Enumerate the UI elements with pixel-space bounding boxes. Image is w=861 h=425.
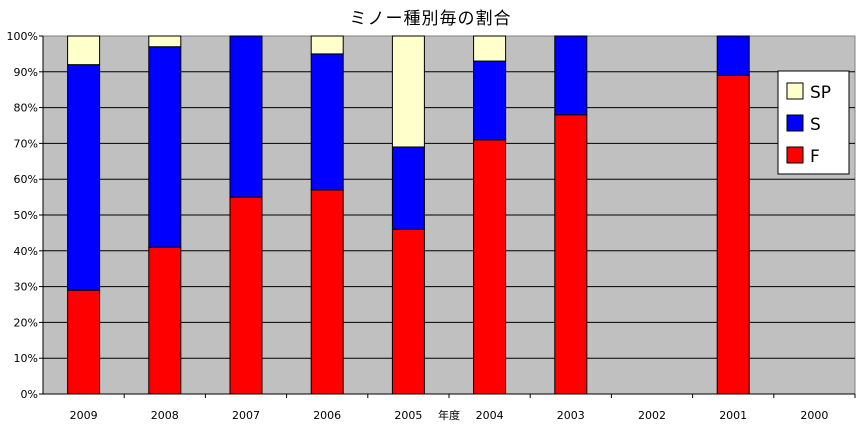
y-tick-label: 20% bbox=[14, 316, 38, 329]
bar-segment-s-2009 bbox=[67, 64, 101, 291]
x-tick-label: 2007 bbox=[232, 409, 260, 422]
x-tick-label: 2006 bbox=[313, 409, 341, 422]
x-tick-label: 2009 bbox=[70, 409, 98, 422]
x-tick-label: 2005 bbox=[394, 409, 422, 422]
bars-group bbox=[67, 35, 750, 395]
y-tick-label: 40% bbox=[14, 245, 38, 258]
bar-segment-f-2004 bbox=[473, 139, 507, 395]
bar-segment-f-2006 bbox=[310, 189, 344, 395]
x-axis-ticks: 2009 2008 2007 2006 2005 2004 2003 2002 2001 2000 bbox=[70, 394, 856, 422]
x-tick-label: 2001 bbox=[719, 409, 747, 422]
x-tick-label: 2000 bbox=[800, 409, 828, 422]
bar-segment-s-2008 bbox=[148, 46, 182, 248]
y-tick-label: 80% bbox=[14, 102, 38, 115]
legend-label-sp: SP bbox=[810, 83, 831, 103]
bar-segment-f-2003 bbox=[554, 114, 588, 395]
bar-segment-f-2001 bbox=[716, 74, 750, 395]
y-tick-label: 90% bbox=[14, 66, 38, 79]
legend-label-s: S bbox=[810, 115, 821, 135]
bar-segment-f-2007 bbox=[229, 196, 263, 395]
x-axis-label: 年度 bbox=[438, 408, 460, 422]
bar-segment-sp-2004 bbox=[473, 35, 507, 62]
bar-segment-f-2005 bbox=[391, 228, 425, 395]
bar-segment-sp-2006 bbox=[310, 35, 344, 55]
y-tick-label: 10% bbox=[14, 352, 38, 365]
y-tick-label: 30% bbox=[14, 281, 38, 294]
bar-segment-s-2003 bbox=[554, 35, 588, 116]
bar-segment-s-2007 bbox=[229, 35, 263, 198]
legend-swatch-sp bbox=[786, 82, 804, 100]
y-tick-label: 60% bbox=[14, 173, 38, 186]
bar-segment-s-2004 bbox=[473, 60, 507, 141]
bar-segment-s-2001 bbox=[716, 35, 750, 76]
y-tick-label: 70% bbox=[14, 137, 38, 150]
bar-segment-f-2008 bbox=[148, 246, 182, 395]
x-tick-label: 2003 bbox=[557, 409, 585, 422]
legend: SP SF bbox=[777, 70, 850, 175]
x-tick-label: 2008 bbox=[151, 409, 179, 422]
y-tick-label: 50% bbox=[14, 209, 38, 222]
legend-label-f: F bbox=[810, 147, 820, 167]
chart-title: ミノー種別毎の割合 bbox=[349, 9, 512, 29]
legend-swatch-f bbox=[786, 146, 804, 164]
x-tick-label: 2004 bbox=[476, 409, 504, 422]
bar-segment-sp-2008 bbox=[148, 35, 182, 48]
y-tick-label: 100% bbox=[7, 30, 38, 43]
bar-segment-s-2006 bbox=[310, 53, 344, 191]
bar-segment-sp-2005 bbox=[391, 35, 425, 148]
x-tick-label: 2002 bbox=[638, 409, 666, 422]
y-tick-label: 0% bbox=[21, 388, 38, 401]
bar-segment-s-2005 bbox=[391, 146, 425, 230]
bar-segment-f-2009 bbox=[67, 289, 101, 395]
bar-segment-sp-2009 bbox=[67, 35, 101, 66]
legend-swatch-s bbox=[786, 114, 804, 132]
